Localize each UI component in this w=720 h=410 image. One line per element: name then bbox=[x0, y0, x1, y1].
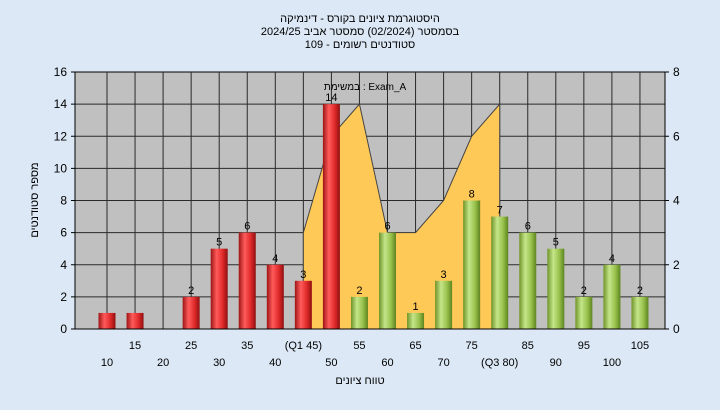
value-labels: 2 5 6 4 3 14 2 6 1 3 8 7 6 5 2 4 2 bbox=[188, 92, 643, 313]
bar-value-label: 2 bbox=[581, 285, 587, 297]
bar bbox=[98, 312, 116, 329]
bars bbox=[98, 104, 649, 329]
task-annotation: במשימת : Exam_A bbox=[324, 82, 407, 93]
y-tick-label: 0 bbox=[60, 322, 67, 336]
bar bbox=[350, 296, 368, 329]
bar bbox=[435, 280, 453, 329]
y2-tick-label: 4 bbox=[673, 194, 680, 208]
x-axis-label: טווח ציונים bbox=[335, 375, 384, 387]
bar bbox=[238, 232, 256, 329]
bar bbox=[126, 312, 144, 329]
bar bbox=[294, 280, 312, 329]
bar bbox=[491, 216, 509, 329]
x-tick-label: 20 bbox=[157, 357, 169, 369]
bar bbox=[519, 232, 537, 329]
bar-value-label: 4 bbox=[272, 253, 278, 265]
bar bbox=[575, 296, 593, 329]
area-shape bbox=[302, 102, 501, 330]
bar bbox=[407, 312, 425, 329]
grid-lines bbox=[75, 72, 665, 329]
bar bbox=[322, 104, 340, 329]
bar bbox=[603, 264, 621, 329]
x-tick-label: 55 bbox=[353, 340, 365, 352]
x-tick-label: 60 bbox=[381, 357, 393, 369]
bar-value-label: 6 bbox=[525, 221, 531, 233]
chart-title-line-1: היסטוגרמת ציונים בקורס - דינמיקה bbox=[280, 13, 440, 25]
y-tick-label: 4 bbox=[60, 258, 67, 272]
bar-value-label: 8 bbox=[469, 189, 475, 201]
x-tick-label: (Q1 45) bbox=[285, 340, 322, 352]
x-tick-label: 15 bbox=[129, 340, 141, 352]
bar-value-label: 3 bbox=[300, 269, 306, 281]
chart-title-line-3: סטודנטים רשומים - 109 bbox=[305, 39, 416, 51]
bar bbox=[266, 264, 284, 329]
x-tick-label: 25 bbox=[185, 340, 197, 352]
y-tick-label: 10 bbox=[54, 161, 68, 175]
bar-value-label: 5 bbox=[216, 237, 222, 249]
x-tick-label: 95 bbox=[578, 340, 590, 352]
bar bbox=[547, 248, 565, 329]
bar bbox=[463, 200, 481, 329]
y-tick-label: 14 bbox=[54, 97, 68, 111]
y-axis-label: מספר סטודנטים bbox=[29, 162, 41, 237]
x-tick-label: 85 bbox=[522, 340, 534, 352]
bar-value-label: 2 bbox=[356, 285, 362, 297]
x-tick-label: 10 bbox=[101, 357, 113, 369]
x-tick-label: 75 bbox=[466, 340, 478, 352]
chart-title-line-2: בסמסטר (02/2024) סמסטר אביב 2024/25 bbox=[261, 26, 460, 38]
bar-value-label: 7 bbox=[497, 205, 503, 217]
bar bbox=[182, 296, 200, 329]
bar bbox=[631, 296, 649, 329]
x-tick-label: 65 bbox=[409, 340, 421, 352]
y2-tick-label: 2 bbox=[673, 258, 680, 272]
x-tick-label: 50 bbox=[325, 357, 337, 369]
bar-value-label: 1 bbox=[412, 301, 418, 313]
bar bbox=[210, 248, 228, 329]
bar bbox=[379, 232, 396, 329]
bar-value-label: 5 bbox=[553, 237, 559, 249]
y-tick-label: 16 bbox=[54, 65, 68, 79]
bar-value-label: 6 bbox=[244, 221, 250, 233]
y2-tick-label: 6 bbox=[673, 129, 680, 143]
bar-value-label: 2 bbox=[188, 285, 194, 297]
y-tick-label: 6 bbox=[60, 226, 67, 240]
area-series bbox=[302, 102, 501, 330]
x-tick-label: 90 bbox=[550, 357, 562, 369]
x-tick-label: 30 bbox=[213, 357, 225, 369]
x-tick-label: 105 bbox=[631, 340, 649, 352]
bar-value-label: 14 bbox=[325, 92, 337, 104]
x-tick-label: 35 bbox=[241, 340, 253, 352]
x-tick-label: 100 bbox=[603, 357, 621, 369]
bar-value-label: 6 bbox=[384, 221, 390, 233]
y2-tick-label: 0 bbox=[673, 322, 680, 336]
x-tick-label: 70 bbox=[437, 357, 449, 369]
y2-tick-label: 8 bbox=[673, 65, 680, 79]
y-tick-label: 2 bbox=[60, 290, 67, 304]
x-tick-label: 40 bbox=[269, 357, 281, 369]
y-tick-label: 12 bbox=[54, 129, 68, 143]
bar-value-label: 2 bbox=[637, 285, 643, 297]
y-tick-label: 8 bbox=[60, 194, 67, 208]
x-tick-label: (Q3 80) bbox=[481, 357, 518, 369]
bar-value-label: 3 bbox=[441, 269, 447, 281]
bar-value-label: 4 bbox=[609, 253, 615, 265]
